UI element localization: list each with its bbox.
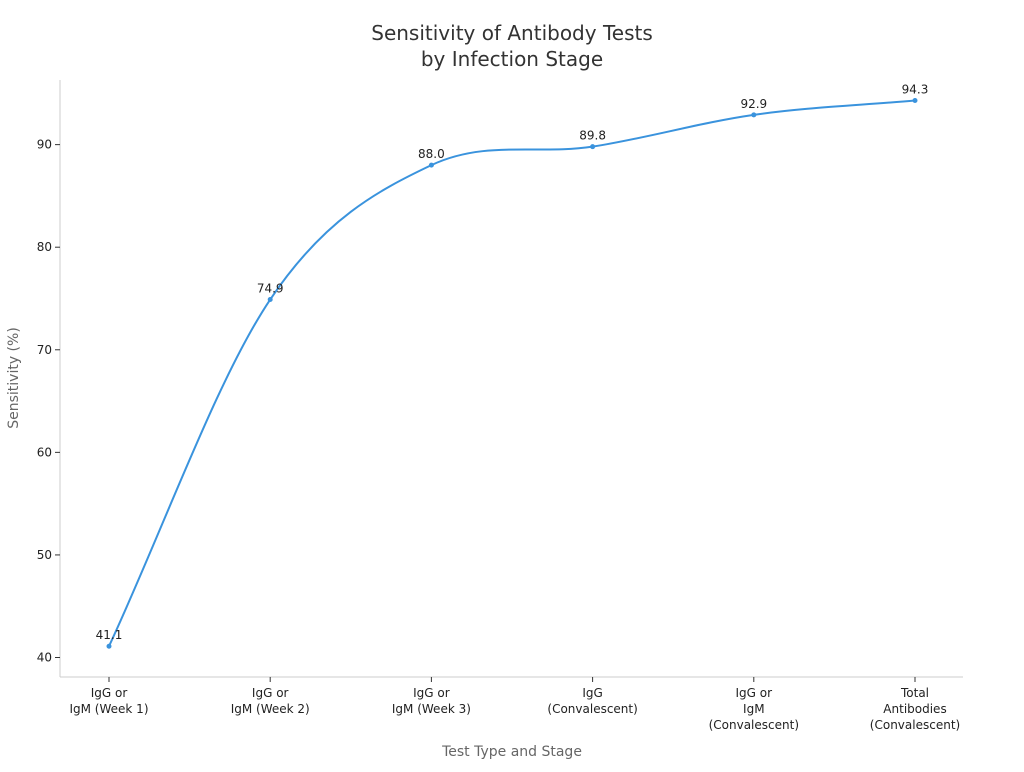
data-label: 92.9 — [740, 97, 767, 111]
series-group — [106, 98, 918, 649]
data-label: 41.1 — [96, 628, 123, 642]
x-tick-label: IgG or IgM (Week 1) — [69, 686, 148, 716]
data-label: 88.0 — [418, 147, 445, 161]
data-point — [428, 162, 434, 168]
data-label: 89.8 — [579, 129, 606, 143]
y-tick-label: 50 — [37, 548, 52, 562]
x-tick-label: IgG or IgM (Week 2) — [231, 686, 310, 716]
y-tick-label: 40 — [37, 651, 52, 665]
data-point — [912, 98, 918, 104]
x-tick-label: IgG (Convalescent) — [547, 686, 637, 716]
data-point — [106, 643, 112, 649]
y-tick-label: 60 — [37, 445, 52, 459]
axes — [59, 80, 963, 678]
y-tick-label: 80 — [37, 240, 52, 254]
data-labels: 41.1 74.9 88.0 89.8 92.9 94.3 — [96, 83, 929, 643]
data-point — [267, 297, 273, 303]
data-point — [751, 112, 757, 118]
x-axis-title: Test Type and Stage — [441, 744, 582, 760]
chart-title: Sensitivity of Antibody Tests by Infectio… — [371, 21, 653, 71]
y-axis-title: Sensitivity (%) — [6, 327, 22, 429]
x-axis-ticks: IgG or IgM (Week 1) IgG or IgM (Week 2) IgG … — [69, 677, 960, 732]
data-label: 94.3 — [902, 83, 929, 97]
series-line — [108, 99, 916, 647]
y-tick-label: 70 — [37, 343, 52, 357]
x-tick-label: Total Antibodies (Convalescent) — [870, 686, 960, 732]
x-tick-label: IgG or IgM (Week 3) — [392, 686, 471, 716]
data-point — [590, 144, 596, 150]
y-tick-label: 90 — [37, 138, 52, 152]
x-tick-label: IgG or IgM (Convalescent) — [709, 686, 799, 732]
data-label: 74.9 — [257, 282, 284, 296]
y-axis-ticks: 40 50 60 70 80 90 — [37, 138, 60, 665]
